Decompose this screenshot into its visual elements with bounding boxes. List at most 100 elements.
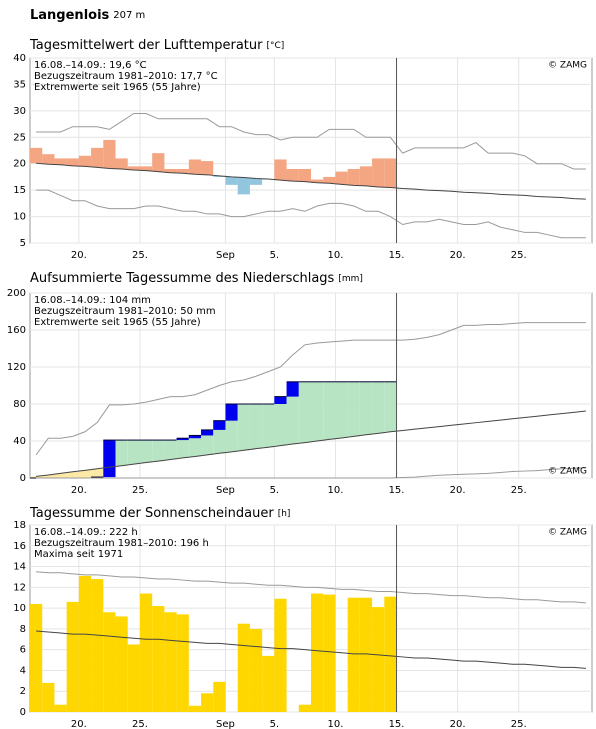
temperature-bar	[311, 179, 324, 183]
y-tick-label: 25	[13, 132, 26, 143]
info-text: 16.08.–14.09.: 222 h	[34, 527, 138, 538]
bar	[78, 575, 92, 712]
daily-increment	[225, 404, 238, 421]
deviation-area	[274, 396, 287, 446]
reference-line	[36, 410, 586, 477]
x-tick-label: 5.	[270, 719, 280, 729]
bar	[152, 606, 165, 712]
temperature-bar	[78, 155, 92, 167]
bar	[311, 593, 324, 712]
temperature-bar	[176, 169, 189, 174]
elevation: 207 m	[113, 10, 145, 21]
bar	[66, 601, 79, 712]
bar	[188, 705, 202, 712]
deviation-area	[311, 381, 324, 441]
y-tick-label: 40	[13, 436, 26, 447]
y-tick-label: 6	[20, 645, 26, 656]
y-tick-label: 18	[13, 520, 26, 531]
temperature-bar	[188, 159, 202, 175]
x-tick-label: 25.	[132, 485, 148, 496]
x-tick-label: 15.	[389, 485, 405, 496]
extreme-low-line	[36, 189, 586, 239]
deviation-area	[384, 381, 397, 432]
temperature-bar	[66, 158, 79, 166]
temperature-bar	[30, 147, 43, 164]
bar	[176, 614, 189, 712]
temperature-bar	[286, 169, 299, 182]
panel-title-text: Tagesmittelwert der Lufttemperatur	[29, 38, 263, 53]
deviation-area	[249, 404, 263, 449]
panel-unit: [mm]	[338, 274, 363, 284]
deviation-area	[115, 440, 128, 466]
daily-increment	[188, 435, 202, 439]
bar	[127, 644, 140, 712]
temperature-bar	[54, 158, 67, 165]
deviation-area	[139, 440, 153, 463]
temperature-bar	[115, 158, 128, 169]
bar	[323, 594, 336, 712]
bar	[347, 597, 360, 712]
copyright: © ZAMG	[548, 528, 587, 538]
deviation-area	[201, 429, 214, 455]
y-tick-label: 15	[13, 185, 26, 196]
temperature-bar	[249, 178, 263, 185]
x-tick-label: 25.	[511, 719, 527, 729]
info-text: Maxima seit 1971	[34, 549, 123, 560]
deviation-area	[347, 381, 360, 437]
x-tick-label: 15.	[389, 250, 405, 261]
bar	[237, 623, 250, 712]
deviation-area	[188, 435, 202, 457]
y-tick-label: 30	[13, 106, 26, 117]
deviation-area	[237, 404, 250, 451]
deviation-area	[176, 438, 189, 458]
extreme-high-line	[35, 322, 586, 456]
x-tick-label: Sep	[216, 485, 235, 496]
deviation-area	[152, 440, 165, 462]
bar	[115, 616, 128, 712]
daily-increment	[176, 438, 189, 441]
deviation-area	[335, 381, 348, 438]
temperature-bar	[347, 169, 360, 186]
temperature-bar	[384, 158, 397, 188]
bar	[103, 612, 116, 712]
reference-line	[36, 630, 586, 669]
deviation-area	[359, 381, 373, 435]
bar	[359, 597, 373, 712]
y-tick-label: 8	[20, 624, 26, 635]
copyright: © ZAMG	[548, 467, 587, 477]
deviation-area	[286, 381, 299, 445]
y-tick-label: 200	[7, 288, 26, 299]
x-tick-label: 20.	[450, 719, 466, 729]
x-tick-label: 20.	[450, 485, 466, 496]
x-tick-label: 25.	[132, 250, 148, 261]
info-text: 16.08.–14.09.: 104 mm	[34, 295, 151, 306]
daily-increment	[103, 440, 116, 478]
deviation-area	[262, 404, 275, 448]
temperature-bar	[42, 154, 55, 165]
temperature-bar	[127, 166, 140, 171]
x-tick-label: 20.	[450, 250, 466, 261]
y-tick-label: 10	[13, 212, 26, 223]
y-tick-label: 160	[7, 325, 26, 336]
bar	[372, 607, 385, 712]
temperature-bar	[152, 153, 165, 172]
deviation-area	[164, 440, 177, 460]
temperature-bar	[103, 139, 116, 169]
x-tick-label: 10.	[327, 719, 343, 729]
x-tick-label: 20.	[71, 485, 87, 496]
bar	[30, 603, 43, 712]
daily-increment	[274, 396, 287, 404]
panel-title-text: Aufsummierte Tagessumme des Niederschlag…	[30, 271, 335, 286]
x-tick-label: Sep	[216, 719, 235, 729]
x-tick-label: 5.	[270, 485, 280, 496]
daily-increment	[213, 420, 226, 430]
bar	[201, 693, 214, 712]
temperature-bar	[298, 169, 311, 182]
y-tick-label: 12	[13, 582, 26, 593]
y-tick-label: 5	[20, 238, 26, 249]
info-text: Extremwerte seit 1965 (55 Jahre)	[34, 317, 201, 328]
deviation-area	[30, 476, 43, 478]
x-tick-label: 15.	[389, 719, 405, 729]
